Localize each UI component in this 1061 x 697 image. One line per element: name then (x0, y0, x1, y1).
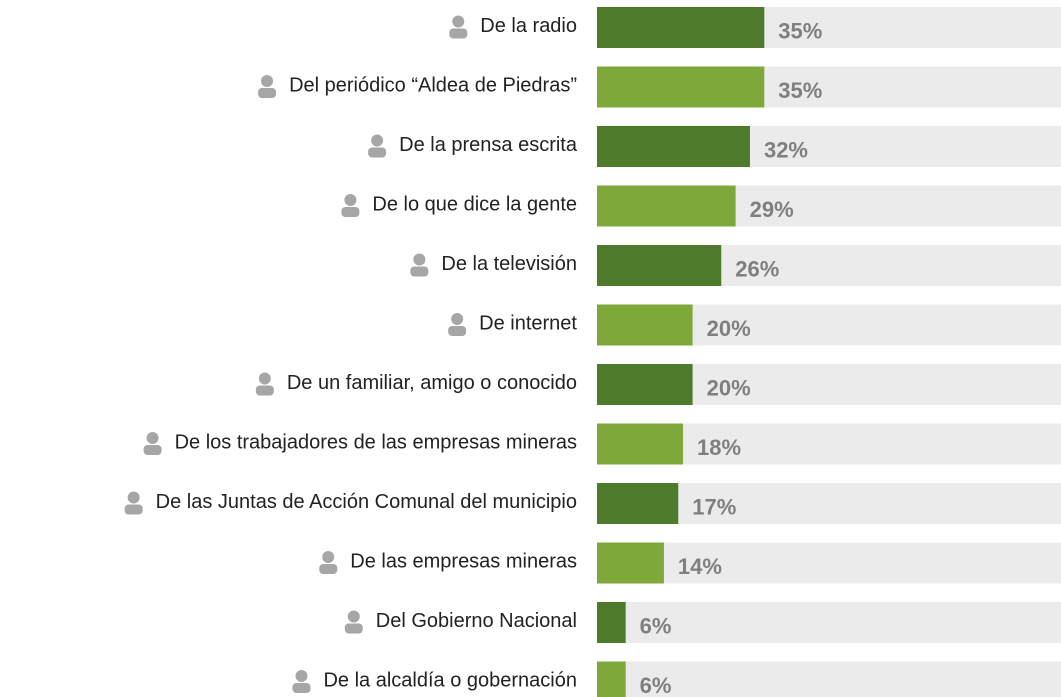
bar (597, 7, 765, 48)
category-label: De la prensa escrita (399, 134, 578, 156)
category-label: De la radio (480, 15, 577, 37)
bar (597, 66, 765, 108)
value-label: 26% (735, 256, 779, 281)
category-label: De internet (479, 312, 577, 334)
icon (452, 15, 465, 28)
icon (341, 207, 360, 217)
bar (597, 245, 722, 286)
bar (597, 602, 626, 643)
icon (146, 432, 159, 444)
category-label: Del Gobierno Nacional (376, 610, 577, 632)
bar (597, 423, 684, 465)
icon (449, 28, 468, 39)
category-label: De las Juntas de Acción Comunal del muni… (156, 491, 577, 513)
bar-track (597, 661, 1061, 697)
category-label: Del periódico “Aldea de Piedras” (289, 74, 577, 96)
category-label: De los trabajadores de las empresas mine… (175, 431, 577, 453)
bar (597, 483, 679, 524)
icon (448, 326, 467, 336)
bar (597, 364, 693, 405)
icon (295, 670, 308, 682)
value-label: 17% (692, 494, 736, 519)
value-label: 20% (707, 316, 751, 341)
value-label: 18% (697, 435, 741, 460)
value-label: 14% (678, 554, 722, 579)
value-label: 35% (778, 18, 822, 43)
value-label: 20% (707, 375, 751, 400)
bar (597, 126, 750, 167)
value-label: 29% (750, 197, 794, 222)
bar (597, 542, 664, 584)
value-label: 35% (778, 78, 822, 103)
value-label: 32% (764, 137, 808, 162)
icon (143, 445, 162, 455)
icon (322, 551, 335, 563)
icon (347, 610, 360, 623)
icon (344, 623, 363, 634)
icon (344, 194, 357, 206)
category-label: De lo que dice la gente (372, 193, 577, 215)
icon (258, 372, 271, 385)
bar-track (597, 602, 1061, 643)
icon (451, 313, 464, 325)
bar (597, 304, 693, 346)
bar (597, 185, 736, 227)
icon (258, 88, 277, 98)
bar (597, 661, 626, 697)
icon (368, 147, 387, 158)
value-label: 6% (640, 673, 672, 697)
icon (410, 266, 429, 277)
icon (319, 564, 338, 574)
category-label: De un familiar, amigo o conocido (287, 372, 577, 394)
icon (127, 491, 140, 504)
icon (261, 75, 274, 87)
icon (255, 385, 274, 396)
category-label: De las empresas mineras (350, 550, 577, 572)
icon (371, 134, 384, 147)
bar-track (597, 542, 1061, 584)
value-label: 6% (640, 613, 672, 638)
category-label: De la alcaldía o gobernación (323, 669, 577, 691)
icon (413, 253, 426, 266)
icon (292, 683, 311, 693)
category-label: De la televisión (441, 253, 577, 275)
icon (124, 504, 143, 515)
